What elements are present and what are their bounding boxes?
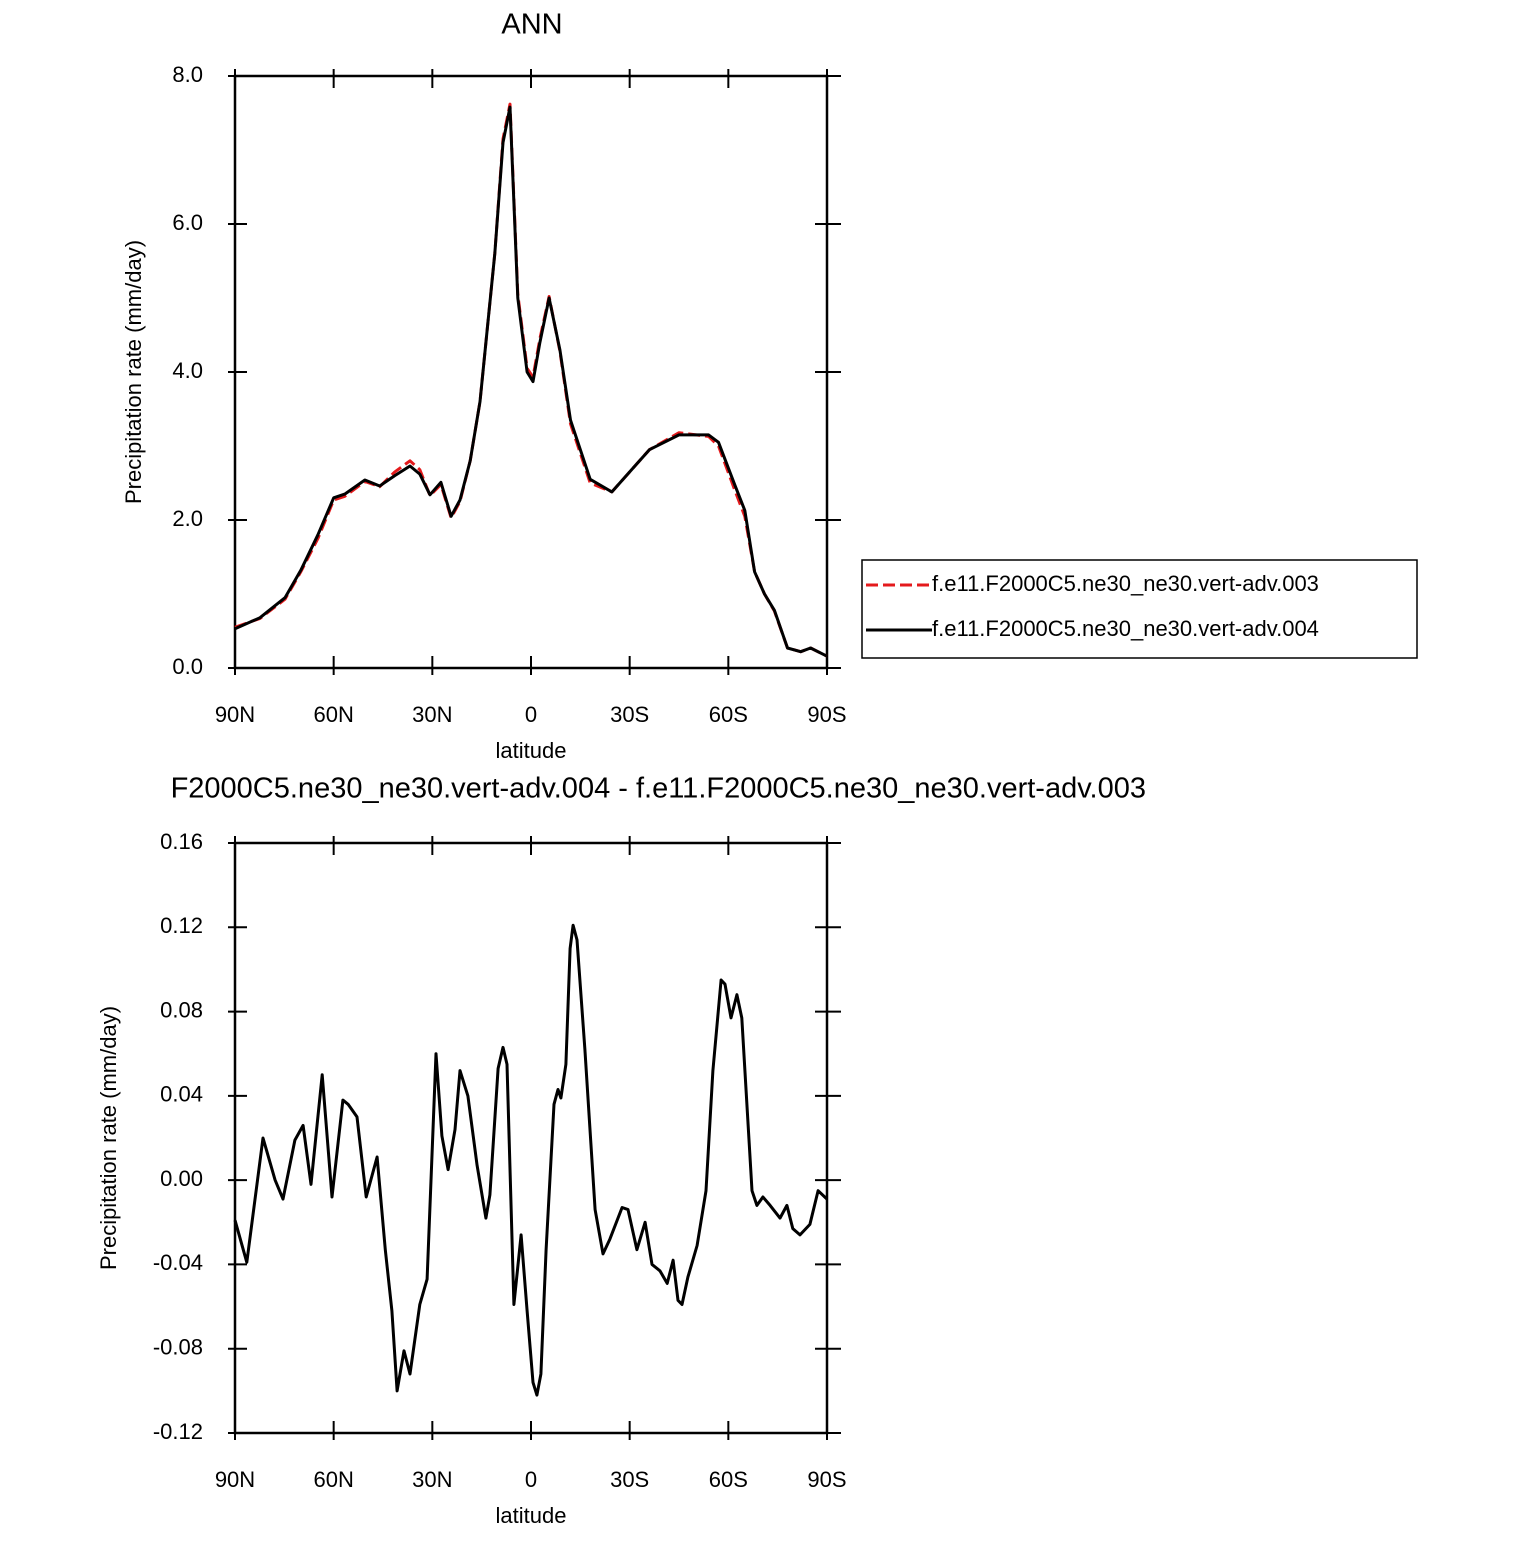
y-tick-label: -0.04 <box>153 1250 203 1275</box>
y-tick-label: 0.16 <box>160 829 203 854</box>
y-tick-label: -0.08 <box>153 1335 203 1360</box>
x-tick-label: 30S <box>610 702 649 727</box>
data-line <box>234 105 828 658</box>
x-axis-label: latitude <box>496 1503 567 1528</box>
y-tick-label: 2.0 <box>172 506 203 531</box>
x-tick-label: 90S <box>807 1467 846 1492</box>
y-axis-label: Precipitation rate (mm/day) <box>121 240 146 504</box>
x-tick-label: 60S <box>709 1467 748 1492</box>
x-tick-label: 90S <box>807 702 846 727</box>
x-tick-label: 90N <box>215 702 255 727</box>
x-tick-label: 0 <box>525 1467 537 1492</box>
plot-frame <box>233 74 829 670</box>
x-tick-label: 0 <box>525 702 537 727</box>
y-tick-label: 0.0 <box>172 654 203 679</box>
legend-label: f.e11.F2000C5.ne30_ne30.vert-adv.004 <box>932 616 1319 641</box>
y-tick-label: 0.00 <box>160 1166 203 1191</box>
chart-title: ANN <box>501 9 562 41</box>
x-tick-label: 60N <box>313 702 353 727</box>
legend-box <box>861 559 1418 659</box>
y-tick-label: 0.08 <box>160 997 203 1022</box>
y-tick-label: 0.04 <box>160 1082 203 1107</box>
y-tick-label: -0.12 <box>153 1419 203 1444</box>
x-tick-label: 60N <box>313 1467 353 1492</box>
chart-title: F2000C5.ne30_ne30.vert-adv.004 - f.e11.F… <box>171 773 1146 805</box>
plot-frame <box>233 841 829 1435</box>
x-axis-label: latitude <box>496 738 567 763</box>
x-tick-label: 60S <box>709 702 748 727</box>
y-tick-label: 4.0 <box>172 358 203 383</box>
y-tick-label: 0.12 <box>160 913 203 938</box>
x-tick-label: 90N <box>215 1467 255 1492</box>
legend-label: f.e11.F2000C5.ne30_ne30.vert-adv.003 <box>932 571 1319 596</box>
y-tick-label: 8.0 <box>172 62 203 87</box>
data-line <box>233 923 829 1397</box>
x-tick-label: 30N <box>412 702 452 727</box>
x-tick-label: 30S <box>610 1467 649 1492</box>
y-axis-label: Precipitation rate (mm/day) <box>96 1006 121 1270</box>
y-tick-label: 6.0 <box>172 210 203 235</box>
x-tick-label: 30N <box>412 1467 452 1492</box>
